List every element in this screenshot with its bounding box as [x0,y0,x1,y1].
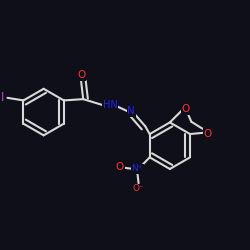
Text: I: I [1,91,4,104]
Text: O⁻: O⁻ [133,184,144,194]
Text: N: N [128,106,135,116]
Text: HN: HN [103,100,118,110]
Text: N⁺: N⁺ [132,164,143,173]
Text: O: O [116,162,124,172]
Text: O: O [77,70,85,80]
Text: O: O [204,128,212,138]
Text: O: O [182,104,190,114]
